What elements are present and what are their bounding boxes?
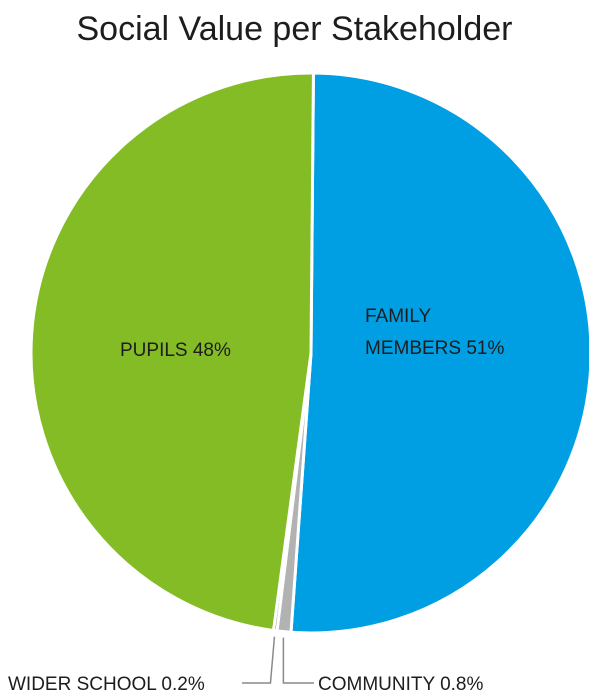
slice-label-community: COMMUNITY 0.8%	[318, 674, 484, 693]
pie-slices	[29, 71, 589, 635]
callout-leaders	[242, 636, 314, 684]
slice-label-wider-school: WIDER SCHOOL 0.2%	[8, 674, 205, 693]
slice-label-pupils: PUPILS 48%	[120, 340, 231, 361]
slice-label-family-members: FAMILY MEMBERS 51%	[365, 306, 504, 359]
leader-line-wider-school	[242, 636, 276, 684]
leader-line-community	[282, 637, 314, 684]
slice-labels: FAMILY MEMBERS 51% COMMUNITY 0.8% WIDER SCH…	[8, 306, 504, 693]
pie-slice-family-members	[289, 71, 589, 635]
pie-slice-pupils	[29, 71, 315, 632]
chart-title: Social Value per Stakeholder	[76, 10, 513, 48]
